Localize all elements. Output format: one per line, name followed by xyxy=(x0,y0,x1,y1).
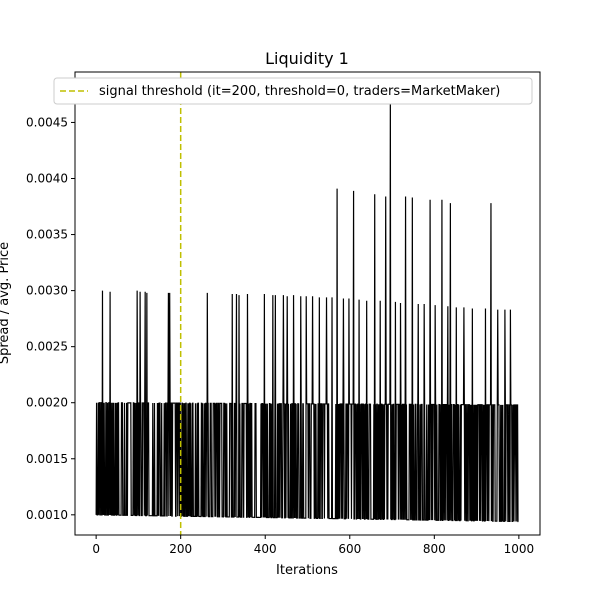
x-tick-label: 200 xyxy=(169,542,192,556)
plot-area xyxy=(95,72,519,535)
legend-label: signal threshold (it=200, threshold=0, t… xyxy=(99,84,500,99)
y-tick-label: 0.0015 xyxy=(26,452,68,466)
x-axis-label: Iterations xyxy=(276,563,338,578)
y-tick-label: 0.0025 xyxy=(26,340,68,354)
legend: signal threshold (it=200, threshold=0, t… xyxy=(53,77,533,105)
series-line-group xyxy=(95,91,519,523)
y-axis-ticks: 0.0010 0.0015 0.0020 0.0025 0.0030 0.0035 0.00… xyxy=(26,115,75,522)
chart-title: Liquidity 1 xyxy=(265,49,349,68)
plot-frame xyxy=(74,71,541,536)
x-tick-label: 600 xyxy=(338,542,361,556)
y-tick-label: 0.0030 xyxy=(26,284,68,298)
y-tick-label: 0.0035 xyxy=(26,228,68,242)
x-tick-label: 800 xyxy=(423,542,446,556)
legend-box xyxy=(53,77,533,105)
x-axis-ticks: 0 200 400 600 800 1000 xyxy=(92,535,534,556)
y-tick-label: 0.0010 xyxy=(26,508,68,522)
x-tick-label: 1000 xyxy=(504,542,535,556)
x-tick-label: 400 xyxy=(254,542,277,556)
y-tick-label: 0.0040 xyxy=(26,172,68,186)
series-line xyxy=(95,91,519,523)
y-tick-label: 0.0020 xyxy=(26,396,68,410)
y-tick-label: 0.0045 xyxy=(26,115,68,129)
x-tick-label: 0 xyxy=(92,542,100,556)
y-axis-label: Spread / avg. Price xyxy=(0,242,12,364)
